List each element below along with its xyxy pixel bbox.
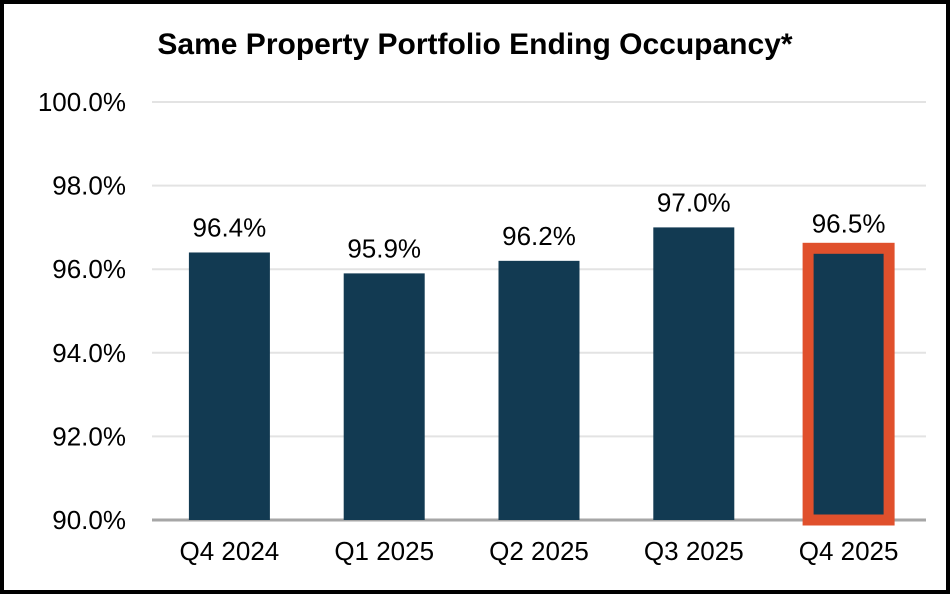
bar [498,260,580,520]
bar [808,248,890,521]
x-category-label: Q1 2025 [334,536,434,566]
x-category-label: Q2 2025 [489,536,589,566]
bar-value-label: 96.4% [193,212,267,242]
chart-title: Same Property Portfolio Ending Occupancy… [157,28,793,61]
y-tick-label: 94.0% [52,338,126,368]
y-tick-label: 98.0% [52,171,126,201]
bar-value-label: 96.5% [812,208,886,238]
bar-value-label: 97.0% [657,187,731,217]
bar-chart: 90.0% 92.0% 94.0% 96.0% 98.0% 100.0% 96.4% 95.9… [38,87,926,566]
y-tick-label: 92.0% [52,421,126,451]
bar-value-label: 95.9% [347,233,421,263]
bar [343,273,425,520]
x-category-label: Q3 2025 [644,536,744,566]
x-category-label: Q4 2024 [180,536,280,566]
y-tick-label: 90.0% [52,505,126,535]
y-tick-label: 96.0% [52,254,126,284]
bar-highlight-outline [802,242,895,526]
bar [653,227,735,520]
y-tick-label: 100.0% [38,87,126,117]
bar-value-label: 96.2% [502,221,576,251]
bar [188,252,270,521]
x-category-label: Q4 2025 [799,536,899,566]
